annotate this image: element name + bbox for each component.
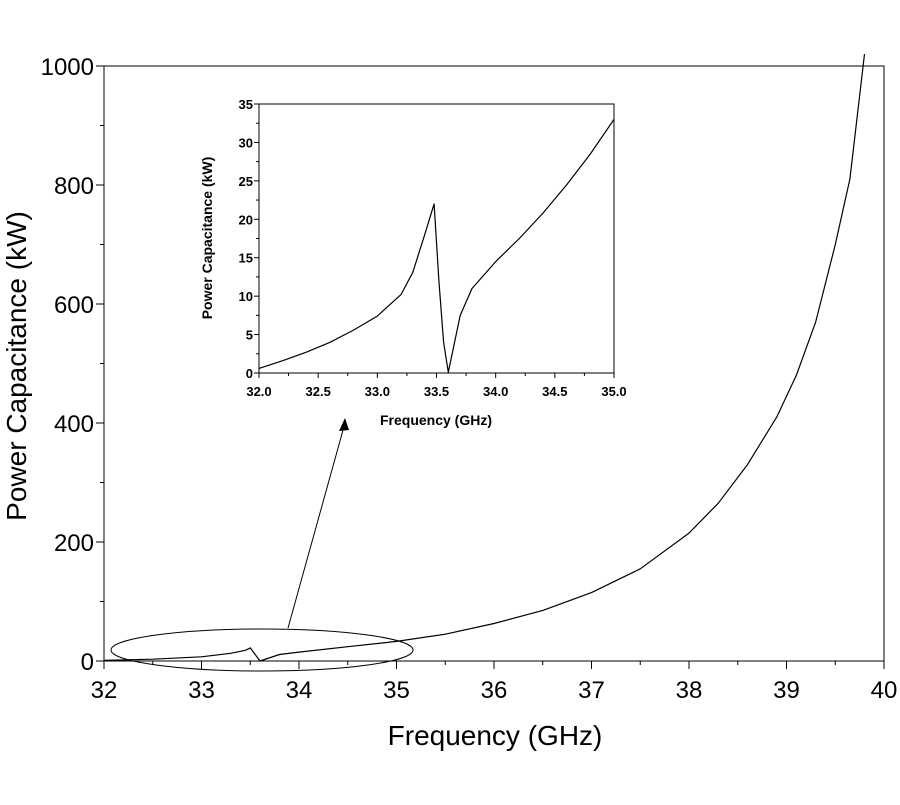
inset-x-tick-label: 34.5 — [542, 384, 567, 399]
inset-y-tick-label: 25 — [239, 174, 253, 189]
inset-y-tick-label: 10 — [239, 289, 253, 304]
inset-y-tick-label: 0 — [246, 366, 253, 381]
zoom-arrow-line — [287, 422, 346, 629]
inset-y-tick-label: 15 — [239, 251, 253, 266]
main-y-tick-label: 0 — [81, 649, 94, 676]
main-series-line-0 — [104, 54, 866, 662]
main-x-tick-label: 34 — [286, 677, 313, 704]
inset-x-tick-label: 34.0 — [483, 384, 508, 399]
main-y-axis-label: Power Capacitance (kW) — [1, 211, 32, 521]
main-x-tick-label: 40 — [871, 677, 898, 704]
inset-x-tick-label: 32.0 — [246, 384, 271, 399]
inset-axis-ticks: 32.0 32.5 33.0 33.5 34.0 34.5 35.0 0 5 10 15 20 25 30… — [239, 97, 627, 399]
inset-series-line-0 — [258, 119, 615, 373]
main-y-tick-label: 600 — [54, 292, 94, 319]
main-x-tick-label: 36 — [481, 677, 508, 704]
zoom-arrow-head — [339, 418, 349, 431]
main-y-tick-label: 400 — [54, 411, 94, 438]
main-y-tick-label: 200 — [54, 530, 94, 557]
main-series-layer — [104, 54, 866, 662]
inset-x-tick-label: 32.5 — [306, 384, 331, 399]
main-x-tick-label: 35 — [383, 677, 410, 704]
inset-x-axis-label: Frequency (GHz) — [380, 412, 492, 428]
main-x-axis-label: Frequency (GHz) — [388, 720, 603, 751]
inset-y-tick-label: 30 — [239, 135, 253, 150]
inset-y-axis-label: Power Capacitance (kW) — [199, 157, 215, 320]
main-x-tick-label: 37 — [578, 677, 605, 704]
inset-y-tick-label: 5 — [246, 328, 253, 343]
main-y-tick-label: 800 — [54, 173, 94, 200]
main-x-tick-label: 33 — [188, 677, 215, 704]
main-x-tick-label: 32 — [91, 677, 118, 704]
inset-y-tick-label: 35 — [239, 97, 253, 112]
inset-x-tick-label: 35.0 — [601, 384, 626, 399]
main-x-tick-label: 38 — [676, 677, 703, 704]
inset-y-tick-label: 20 — [239, 212, 253, 227]
inset-x-tick-label: 33.5 — [424, 384, 449, 399]
main-x-tick-label: 39 — [773, 677, 800, 704]
zoom-region-ellipse — [110, 628, 414, 672]
inset-x-tick-label: 33.0 — [365, 384, 390, 399]
main-y-tick-label: 1000 — [41, 54, 94, 81]
inset-series-layer — [258, 119, 615, 373]
